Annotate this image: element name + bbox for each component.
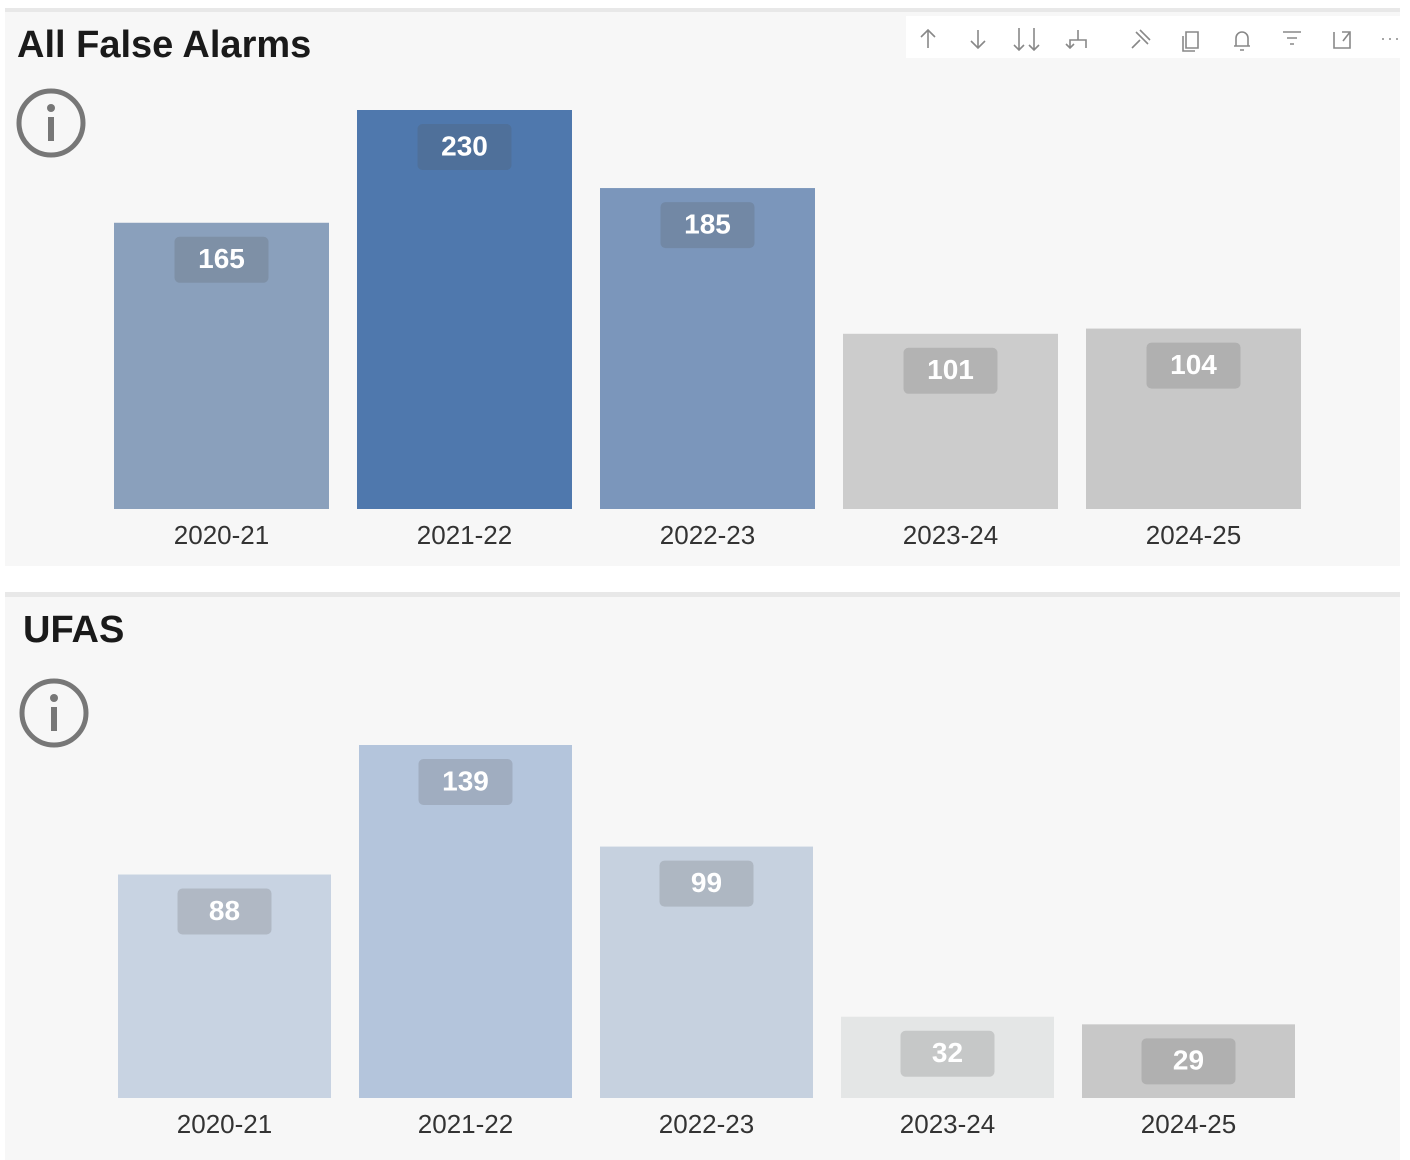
bar [114,222,329,509]
alert-icon[interactable] [1234,31,1250,51]
toolbar [906,16,1400,58]
value-label-bg [177,888,272,935]
chart-title: All False Alarms [17,24,311,66]
x-tick-label: 2023-24 [903,520,998,550]
info-icon-dot [47,104,55,112]
info-icon-stem [51,707,57,731]
bar [600,846,813,1098]
value-label-bg [1146,342,1241,389]
value-label: 99 [691,867,722,898]
x-tick-label: 2020-21 [177,1109,272,1139]
panel-border [5,8,1400,12]
bar [357,110,572,509]
filter-icon[interactable] [1283,31,1301,45]
panel-border [5,592,1400,597]
sort-down-icon[interactable] [970,30,986,50]
drill-icon[interactable] [1013,28,1040,52]
value-label: 104 [1170,349,1217,380]
sort-up-icon[interactable] [920,28,936,48]
value-label-bg [174,236,269,283]
x-tick-label: 2020-21 [174,520,269,550]
info-icon [19,678,89,748]
value-label-bg [1141,1038,1236,1085]
value-label: 101 [927,354,974,385]
x-tick-label: 2024-25 [1141,1109,1236,1139]
value-label: 88 [209,895,240,926]
x-tick-label: 2021-22 [418,1109,513,1139]
value-label: 165 [198,243,245,274]
chart-title: UFAS [23,609,124,651]
info-icon-stem [48,117,54,141]
value-label: 230 [441,130,488,161]
value-label-bg [659,860,754,907]
value-label-bg [417,124,512,170]
value-label-bg [660,202,755,249]
value-label: 29 [1173,1045,1204,1076]
x-tick-label: 2021-22 [417,520,512,550]
pin-icon[interactable] [1131,29,1151,49]
bar [1086,328,1301,509]
toolbar-bg [906,16,1400,58]
x-tick-label: 2023-24 [900,1109,995,1139]
bar [359,745,572,1098]
expand-icon[interactable] [1065,30,1087,50]
bar [600,188,815,509]
value-label: 139 [442,765,489,796]
value-label-bg [418,759,513,805]
info-icon-dot [50,694,58,702]
bar [1082,1024,1295,1098]
x-tick-label: 2024-25 [1146,520,1241,550]
bar [843,333,1058,509]
focus-icon[interactable] [1333,31,1351,49]
copy-icon[interactable] [1182,31,1199,52]
bar [118,874,331,1098]
value-label-bg [900,1030,995,1077]
value-label: 32 [932,1037,963,1068]
x-tick-label: 2022-23 [659,1109,754,1139]
value-label-bg [903,347,998,394]
x-tick-label: 2022-23 [660,520,755,550]
value-label: 185 [684,208,731,239]
bar [841,1016,1054,1098]
info-icon [16,88,86,158]
